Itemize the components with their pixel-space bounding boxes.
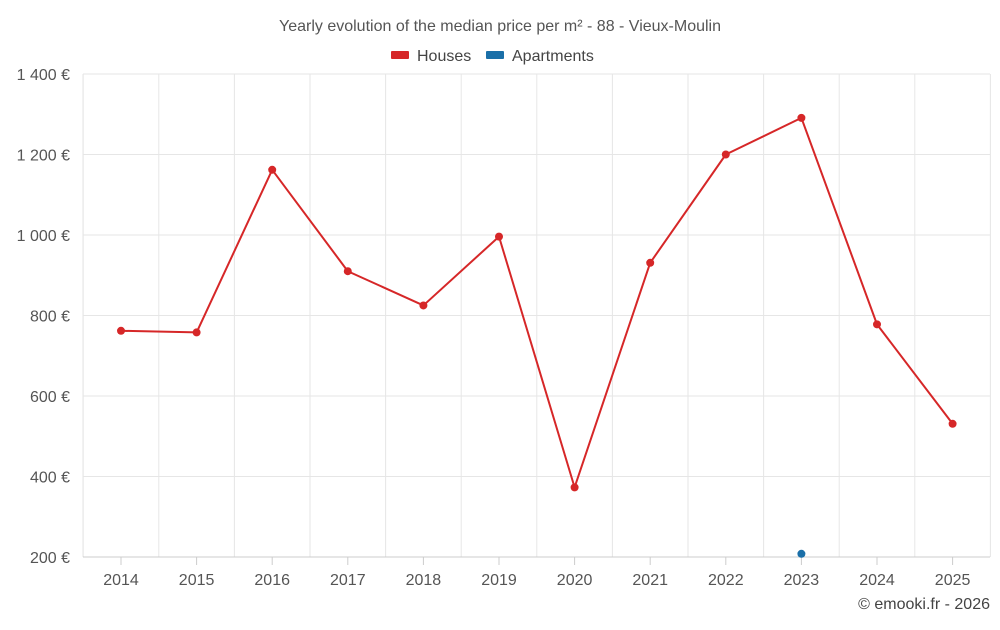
data-point-houses[interactable] — [495, 232, 503, 241]
data-point-houses[interactable] — [797, 113, 806, 122]
data-point-apartments[interactable] — [797, 549, 806, 558]
data-point-houses[interactable] — [721, 150, 730, 159]
x-axis: 2014 2015 2016 2017 2018 2019 2020 2021 2022 2023… — [83, 556, 990, 589]
legend-swatch-houses — [391, 51, 409, 59]
y-tick-label: 1 200 € — [17, 148, 70, 165]
y-tick-label: 600 € — [30, 389, 70, 406]
x-tick-label: 2021 — [632, 572, 668, 589]
data-point-houses[interactable] — [343, 267, 352, 276]
grid — [82, 73, 991, 557]
y-tick-label: 400 € — [30, 470, 70, 487]
legend-item-apartments[interactable]: Apartments — [486, 48, 594, 65]
y-tick-label: 200 € — [30, 550, 70, 567]
x-tick-label: 2015 — [179, 572, 215, 589]
data-point-houses[interactable] — [948, 419, 957, 428]
x-tick-label: 2023 — [784, 572, 820, 589]
x-tick-label: 2016 — [254, 572, 290, 589]
y-tick-label: 1 000 € — [17, 228, 70, 245]
x-tick-label: 2025 — [935, 572, 971, 589]
x-tick-label: 2024 — [859, 572, 895, 589]
x-tick-label: 2022 — [708, 572, 744, 589]
data-point-houses[interactable] — [873, 320, 881, 329]
legend-label-apartments: Apartments — [512, 48, 594, 65]
x-tick-label: 2014 — [103, 572, 139, 589]
x-tick-label: 2019 — [481, 572, 517, 589]
data-point-houses[interactable] — [646, 258, 655, 267]
data-point-houses[interactable] — [419, 301, 428, 310]
legend-label-houses: Houses — [417, 48, 471, 65]
data-point-houses[interactable] — [117, 326, 125, 335]
credit-text: © emooki.fr - 2026 — [858, 596, 990, 613]
y-axis: 200 € 400 € 600 € 800 € 1 000 € 1 200 € 1 400 … — [17, 67, 70, 567]
legend-swatch-apartments — [486, 51, 504, 59]
series-houses — [117, 113, 957, 492]
series-layer — [117, 113, 957, 558]
legend-item-houses[interactable]: Houses — [391, 48, 471, 65]
series-apartments — [797, 549, 806, 558]
data-point-houses[interactable] — [268, 165, 277, 174]
series-line-houses — [120, 116, 954, 489]
y-tick-label: 800 € — [30, 309, 70, 326]
x-tick-label: 2017 — [330, 572, 366, 589]
y-tick-label: 1 400 € — [17, 67, 70, 84]
chart-title: Yearly evolution of the median price per… — [279, 18, 721, 35]
legend: Houses Apartments — [391, 48, 594, 65]
x-tick-label: 2020 — [557, 572, 593, 589]
x-tick-label: 2018 — [406, 572, 442, 589]
data-point-houses[interactable] — [192, 328, 201, 337]
data-point-houses[interactable] — [570, 483, 579, 492]
